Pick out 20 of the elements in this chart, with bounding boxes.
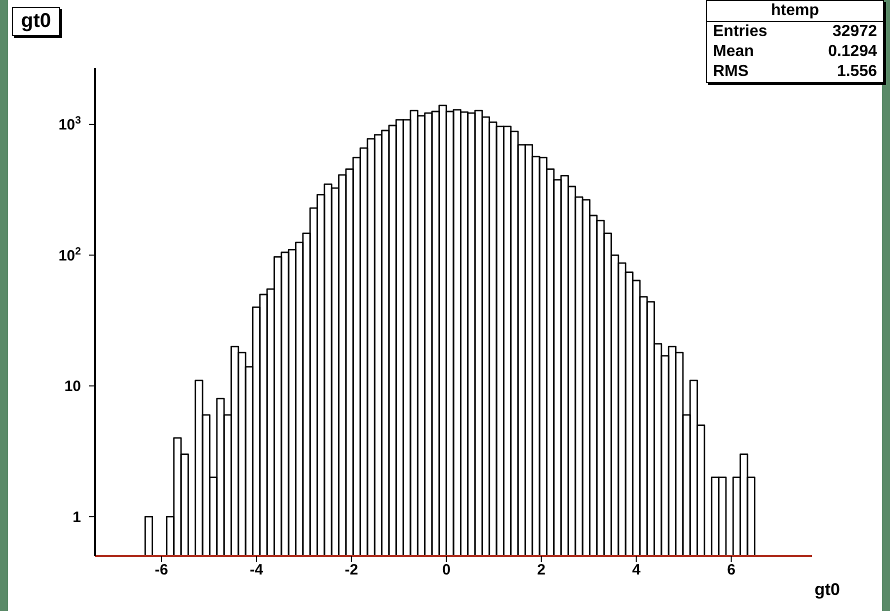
text: Entries: [713, 23, 768, 41]
x-axis-title: gt0: [814, 580, 840, 600]
annotation: RMS: [713, 63, 749, 81]
y-tick-label: 10$^{2}$: [58, 245, 82, 264]
x-tick-label: 0: [442, 562, 451, 579]
x-tick-label: 4: [632, 562, 642, 579]
x-tick-label: 2: [537, 562, 546, 579]
y-tick-label: 10: [64, 378, 81, 396]
text: 32972: [832, 23, 877, 41]
x-tick-label: 6: [727, 562, 736, 579]
x-tick-label: -4: [250, 562, 264, 579]
chart-title: gt0: [12, 7, 60, 36]
text: htemp: [707, 1, 883, 22]
text: Mean: [713, 43, 754, 61]
x-tick-label: -2: [344, 562, 358, 579]
text: 1.556: [836, 63, 877, 81]
y-tick-label: 10$^{3}$: [58, 114, 82, 134]
text: 0.1294: [828, 43, 877, 61]
x-tick-label: -6: [154, 562, 168, 579]
y-tick-label: 1: [72, 508, 81, 526]
